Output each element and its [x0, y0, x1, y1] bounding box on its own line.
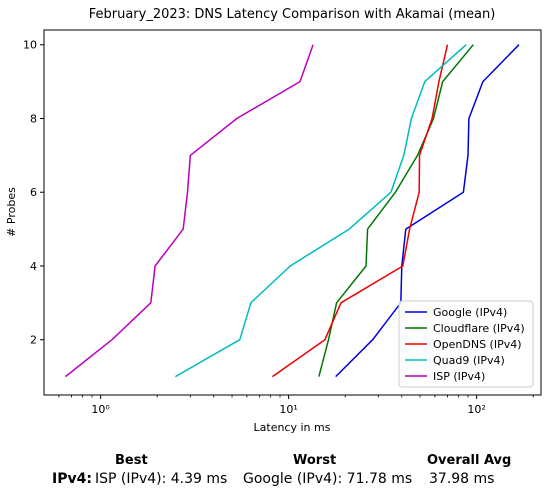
- ipv4-colon: :: [86, 471, 92, 487]
- overall-avg-heading: Overall Avg: [427, 453, 512, 468]
- series-line-3: [175, 44, 467, 378]
- y-tick-label-4: 10: [23, 39, 37, 52]
- latency-chart: February_2023: DNS Latency Comparison wi…: [5, 7, 542, 434]
- series-line-2: [271, 44, 449, 378]
- ipv4-row-label: IPv4:: [52, 471, 92, 487]
- worst-heading: Worst: [293, 453, 337, 468]
- legend: Google (IPv4) Cloudflare (IPv4) OpenDNS (I…: [398, 300, 534, 388]
- series-line-0: [335, 44, 520, 378]
- chart-title: February_2023: DNS Latency Comparison wi…: [89, 7, 496, 22]
- x-tick-label-0: 10⁰: [91, 403, 110, 416]
- best-heading: Best: [115, 453, 148, 468]
- y-tick-label-2: 6: [30, 186, 37, 199]
- legend-label-4: ISP (IPv4): [433, 370, 485, 383]
- x-tick-label-1: 10¹: [279, 403, 297, 416]
- legend-label-2: OpenDNS (IPv4): [433, 338, 522, 351]
- y-tick-label-3: 8: [30, 112, 37, 125]
- plot-frame: [43, 29, 542, 396]
- x-tick-label-2: 10²: [467, 403, 485, 416]
- legend-box: [398, 300, 534, 388]
- best-value: ISP (IPv4): 4.39 ms: [95, 471, 228, 487]
- y-axis-label: # Probes: [5, 187, 18, 237]
- stats-summary: Best Worst Overall Avg IPv4: ISP (IPv4):…: [0, 448, 548, 496]
- legend-label-0: Google (IPv4): [433, 306, 507, 319]
- x-axis-label: Latency in ms: [254, 421, 331, 434]
- y-tick-label-1: 4: [30, 260, 37, 273]
- series-line-4: [64, 44, 314, 378]
- worst-value: Google (IPv4): 71.78 ms: [243, 471, 413, 487]
- ipv4-label: IPv4: [52, 471, 87, 487]
- y-tick-label-0: 2: [30, 334, 37, 347]
- legend-label-3: Quad9 (IPv4): [433, 354, 505, 367]
- overall-avg-value: 37.98 ms: [429, 471, 495, 487]
- legend-label-1: Cloudflare (IPv4): [433, 322, 525, 335]
